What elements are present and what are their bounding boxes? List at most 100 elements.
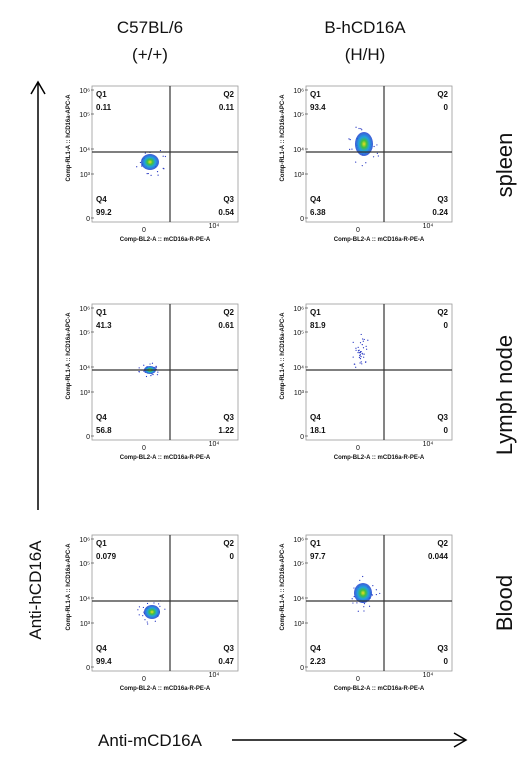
y-tick-label: 10⁶ — [79, 306, 90, 313]
quadrant-percent: 0.044 — [428, 552, 449, 561]
event-dot — [352, 341, 354, 343]
y-axis-label: Comp-RL1-A :: hCD16a-APC-A — [66, 94, 72, 182]
column-genotype: (+/+) — [132, 45, 168, 64]
x-tick-label: 10⁴ — [423, 223, 434, 230]
event-dot — [359, 362, 361, 364]
event-dot — [358, 349, 360, 351]
density-blob — [355, 132, 373, 156]
y-tick-label: 10⁶ — [293, 306, 304, 313]
x-tick-label: 0 — [356, 676, 360, 683]
quadrant-name: Q2 — [437, 539, 448, 548]
x-tick-label: 0 — [142, 227, 146, 234]
event-dot — [163, 168, 165, 170]
y-tick-label: 10⁶ — [79, 88, 90, 95]
quadrant-name: Q2 — [437, 308, 448, 317]
event-dot — [363, 353, 365, 355]
x-axis-label: Comp-BL2-A :: mCD16a-R-PE-A — [334, 237, 425, 243]
event-dot — [363, 603, 366, 605]
x-axis-label: Comp-BL2-A :: mCD16a-R-PE-A — [120, 237, 211, 243]
row-label: Blood — [492, 575, 517, 631]
event-dot — [156, 374, 159, 376]
y-tick-label: 10⁵ — [293, 561, 304, 568]
y-tick-label: 0 — [86, 216, 90, 223]
event-dot — [375, 593, 377, 596]
y-tick-label: 0 — [300, 434, 304, 441]
x-axis-label: Comp-BL2-A :: mCD16a-R-PE-A — [120, 686, 211, 692]
plot-frame — [305, 85, 453, 223]
quadrant-percent: 0.61 — [218, 321, 234, 330]
event-dot — [353, 587, 355, 589]
event-dot — [361, 343, 363, 346]
event-dot — [375, 589, 377, 591]
column-genotype: (H/H) — [345, 45, 386, 64]
quadrant-percent: 56.8 — [96, 426, 112, 435]
event-dot — [157, 371, 159, 373]
x-axis-label: Comp-BL2-A :: mCD16a-R-PE-A — [334, 455, 425, 461]
quadrant-percent: 99.2 — [96, 208, 112, 217]
event-dot — [361, 165, 363, 167]
event-dot — [362, 338, 364, 340]
quadrant-percent: 97.7 — [310, 552, 326, 561]
event-dot — [157, 174, 159, 176]
event-dot — [373, 145, 375, 148]
column-title: B-hCD16A — [324, 18, 406, 37]
arrow-head — [30, 80, 46, 95]
event-dot — [355, 161, 357, 163]
quadrant-percent: 2.23 — [310, 657, 326, 666]
event-dot — [144, 152, 146, 154]
x-axis-title: Anti-mCD16A — [98, 731, 203, 750]
event-dot — [364, 361, 367, 363]
quadrant-name: Q1 — [310, 539, 321, 548]
y-tick-label: 10⁶ — [293, 88, 304, 95]
plot-frame — [305, 303, 453, 441]
event-dot — [159, 149, 162, 152]
y-tick-label: 10⁵ — [79, 561, 90, 568]
event-dot — [139, 161, 142, 164]
event-dot — [355, 347, 357, 349]
y-tick-label: 10⁵ — [293, 330, 304, 337]
event-dot — [357, 346, 359, 348]
event-dot — [352, 356, 354, 358]
event-dot — [367, 339, 369, 341]
quadrant-name: Q1 — [96, 539, 107, 548]
plot-frame — [91, 85, 239, 223]
event-dot — [151, 362, 154, 364]
event-dot — [360, 361, 362, 363]
y-tick-label: 10³ — [294, 172, 305, 179]
event-dot — [142, 606, 144, 609]
event-dot — [376, 144, 378, 146]
plot-frame — [305, 534, 453, 672]
column-title: C57BL/6 — [117, 18, 183, 37]
event-dot — [147, 623, 149, 625]
y-tick-label: 10⁴ — [293, 365, 304, 372]
quadrant-percent: 0 — [444, 657, 449, 666]
event-dot — [363, 606, 365, 608]
quadrant-name: Q3 — [223, 413, 234, 422]
event-dot — [363, 338, 365, 341]
event-dot — [359, 351, 362, 353]
event-dot — [142, 615, 144, 617]
event-dot — [348, 138, 350, 140]
event-dot — [137, 609, 139, 611]
event-dot — [145, 375, 148, 378]
quadrant-name: Q1 — [96, 308, 107, 317]
event-dot — [138, 614, 140, 616]
x-tick-label: 10⁴ — [209, 441, 220, 448]
density-blob — [144, 605, 160, 619]
quadrant-percent: 6.38 — [310, 208, 326, 217]
quadrant-name: Q2 — [223, 308, 234, 317]
quadrant-percent: 0 — [230, 552, 235, 561]
x-axis-label: Comp-BL2-A :: mCD16a-R-PE-A — [120, 455, 211, 461]
event-dot — [351, 598, 353, 600]
y-tick-label: 10³ — [80, 390, 91, 397]
quadrant-name: Q4 — [96, 413, 107, 422]
event-dot — [359, 358, 362, 360]
x-tick-label: 0 — [142, 445, 146, 452]
event-dot — [360, 333, 362, 336]
event-dot — [144, 619, 146, 621]
quadrant-name: Q2 — [223, 539, 234, 548]
y-tick-label: 0 — [86, 665, 90, 672]
quadrant-name: Q2 — [223, 90, 234, 99]
event-dot — [355, 126, 357, 128]
